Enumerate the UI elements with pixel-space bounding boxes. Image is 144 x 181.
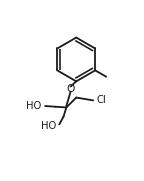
Text: HO: HO bbox=[26, 101, 41, 111]
Text: HO: HO bbox=[41, 121, 56, 131]
Text: O: O bbox=[66, 84, 75, 94]
Text: Cl: Cl bbox=[96, 95, 106, 105]
